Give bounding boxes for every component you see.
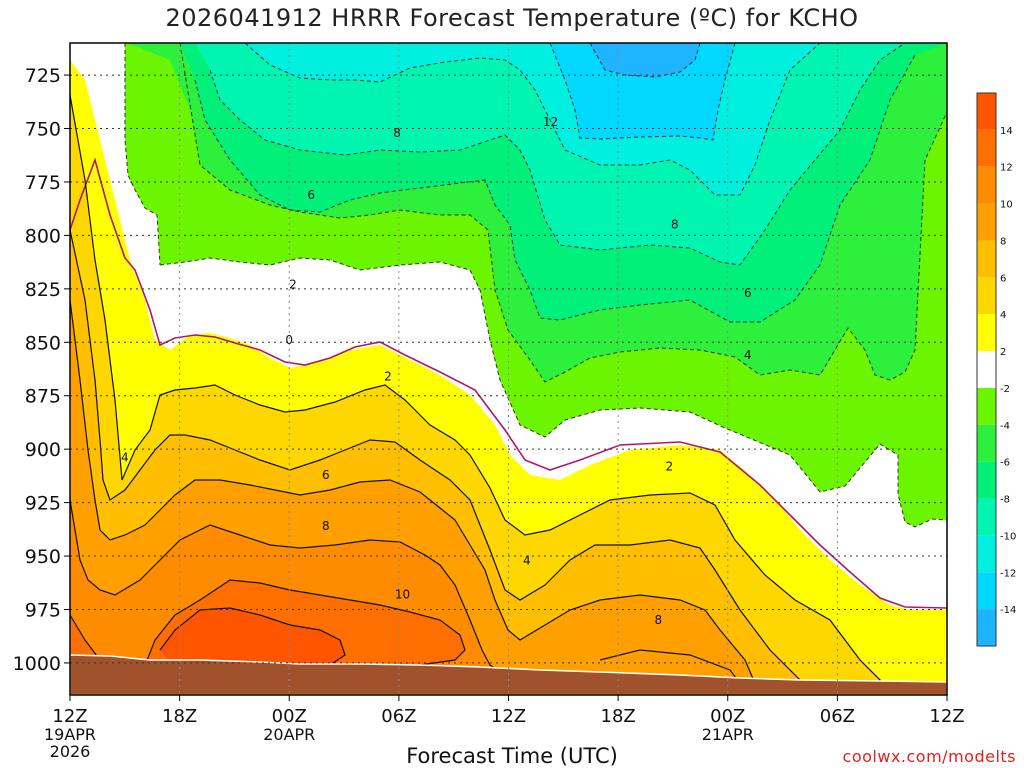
colorbar-label--4: -4: [1000, 421, 1010, 432]
colorbar-label-8: 8: [1000, 236, 1006, 247]
contour-label-10: 6: [322, 468, 330, 482]
colorbar-swatch-4-6: [977, 277, 996, 315]
colorbar-swatch--14--12: [977, 572, 996, 610]
y-tick-label-1000: 1000: [13, 653, 61, 675]
y-tick-label-775: 775: [25, 172, 61, 194]
x-date-label-0-0: 19APR: [44, 725, 96, 744]
colorbar-label--14: -14: [1000, 605, 1016, 616]
contour-label-5: 4: [744, 348, 752, 362]
x-tick-label-42: 06Z: [820, 706, 855, 727]
contour-neg-7: [159, 257, 948, 528]
contour-neg-1: [179, 42, 948, 383]
x-date-label-12-0: 20APR: [263, 725, 315, 744]
contour-neg-3: [209, 42, 906, 266]
x-tick-label-48: 12Z: [929, 706, 964, 727]
contour-neg-5: [549, 42, 736, 141]
colorbar-label-10: 10: [1000, 200, 1013, 211]
contour-pos-2: [69, 299, 761, 696]
x-tick-label-30: 18Z: [601, 706, 636, 727]
contour-pos-1: [69, 229, 811, 696]
y-tick-label-725: 725: [25, 65, 61, 87]
colorbar-swatch--16--14: [977, 609, 996, 646]
y-tick-label-850: 850: [25, 332, 61, 354]
colorbar-swatch--4--2: [977, 387, 996, 425]
y-tick-label-975: 975: [25, 599, 61, 621]
colorbar-label--2: -2: [1000, 384, 1010, 395]
x-date-label-0-1: 2026: [50, 742, 91, 761]
y-tick-label-950: 950: [25, 546, 61, 568]
contour-label-12: 10: [395, 588, 410, 602]
y-tick-label-750: 750: [25, 119, 61, 141]
contour-label-13: 4: [523, 553, 531, 567]
colorbar-label--12: -12: [1000, 568, 1016, 579]
contour-label-3: 6: [307, 188, 315, 202]
contour-label-14: 2: [665, 459, 673, 473]
x-axis-label: Forecast Time (UTC): [406, 744, 618, 768]
contour-neg-6: [589, 42, 701, 78]
contour-pos-0: [69, 94, 881, 696]
x-tick-label-12: 00Z: [272, 706, 307, 727]
fill-minus16-minus14: [590, 43, 700, 77]
colorbar-label--8: -8: [1000, 495, 1010, 506]
colorbar-swatch-6-8: [977, 240, 996, 278]
x-tick-label-0: 12Z: [52, 706, 87, 727]
y-tick-label-925: 925: [25, 493, 61, 515]
colorbar-label--10: -10: [1000, 531, 1016, 542]
colorbar-border: [976, 92, 997, 647]
contour-neg-4: [244, 42, 821, 196]
chart-title: 2026041912 HRRR Forecast Temperature (ºC…: [165, 4, 859, 32]
x-tick-label-36: 00Z: [710, 706, 745, 727]
contour-pos-3: [69, 499, 531, 696]
contour-label-11: 8: [322, 519, 330, 533]
fill-minus14-minus12: [550, 43, 735, 140]
fill-14-16: [160, 608, 345, 675]
contour-label-15: 8: [655, 613, 663, 627]
y-tick-label-875: 875: [25, 386, 61, 408]
colorbar-label-2: 2: [1000, 347, 1006, 358]
contour-label-2: 8: [671, 218, 679, 232]
colorbar-label-6: 6: [1000, 273, 1006, 284]
colorbar-label-12: 12: [1000, 163, 1013, 174]
x-date-label-36-0: 21APR: [702, 725, 754, 744]
y-tick-label-900: 900: [25, 439, 61, 461]
colorbar-swatch-14-16: [977, 93, 996, 130]
credit-link[interactable]: coolwx.com/modelts: [842, 747, 1016, 766]
contour-label-9: 4: [121, 451, 129, 465]
x-tick-label-18: 06Z: [381, 706, 416, 727]
colorbar-swatch--12--10: [977, 535, 996, 573]
contour-label-4: 6: [744, 286, 752, 300]
contour-label-6: 2: [289, 278, 297, 292]
contour-zero: [69, 157, 948, 609]
y-tick-label-800: 800: [25, 225, 61, 247]
grid-lines: [70, 43, 947, 695]
colorbar-swatch--8--6: [977, 461, 996, 499]
colorbar-swatch--2-2: [977, 351, 996, 388]
contour-label-0: 12: [543, 115, 558, 129]
contour-label-1: 8: [393, 126, 401, 140]
colorbar-label--6: -6: [1000, 458, 1010, 469]
contour-neg-2: [194, 54, 916, 323]
colorbar: 14 12 10 8 6 4 2 -2 -4 -6 -8 -10 -12 -14: [976, 92, 1016, 647]
colorbar-swatch--6--4: [977, 424, 996, 462]
x-tick-label-24: 12Z: [491, 706, 526, 727]
y-axis: 725 750 775 800 825 850 875 900 925 950 975 1000: [13, 65, 70, 675]
contour-label-8: 2: [384, 369, 392, 383]
contour-labels: 12 8 8 6 6 4 2 0 2 4 6 8 10 4 2 8: [121, 115, 752, 627]
colorbar-label-4: 4: [1000, 310, 1006, 321]
colorbar-swatch--10--8: [977, 498, 996, 536]
colorbar-swatch-10-12: [977, 166, 996, 204]
colorbar-swatch-8-10: [977, 203, 996, 241]
y-tick-label-825: 825: [25, 279, 61, 301]
x-tick-label-6: 18Z: [162, 706, 197, 727]
contour-label-7: 0: [285, 333, 293, 347]
contour-pos-6: [599, 649, 746, 691]
colorbar-label-14: 14: [1000, 126, 1013, 137]
colorbar-swatch-12-14: [977, 129, 996, 167]
colorbar-swatch-2-4: [977, 314, 996, 352]
